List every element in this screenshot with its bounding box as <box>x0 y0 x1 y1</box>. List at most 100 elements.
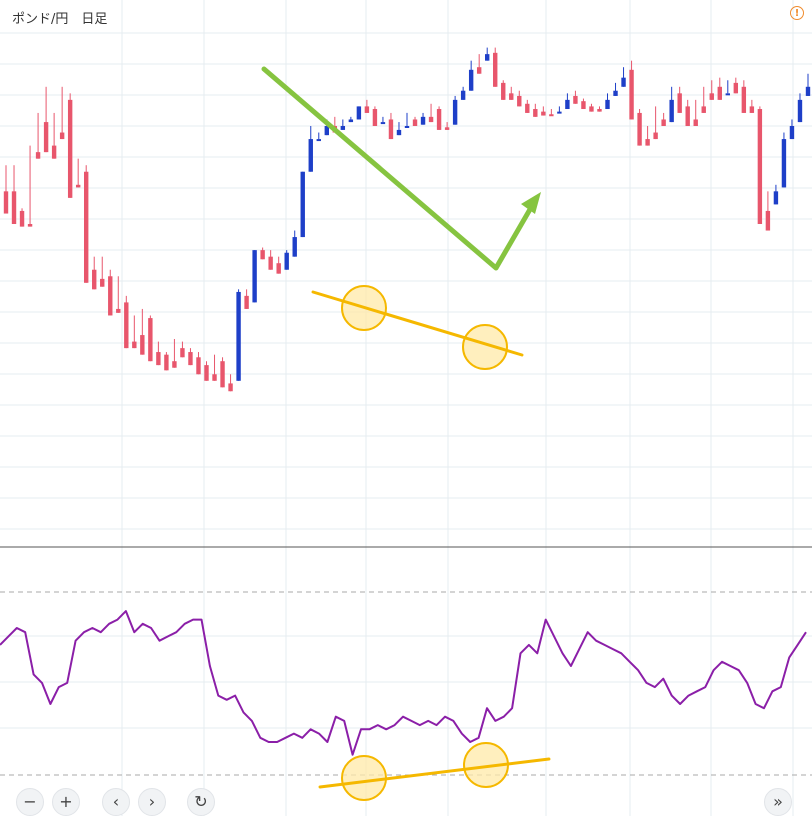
candle-body <box>236 291 241 381</box>
candle-body <box>781 139 787 188</box>
scroll-right-button[interactable]: › <box>138 788 166 816</box>
candle-body <box>268 256 273 270</box>
candle-body <box>685 106 690 126</box>
candle-body <box>460 90 466 100</box>
candle-body <box>116 308 121 313</box>
candle-body <box>372 109 378 126</box>
candle-body <box>284 252 289 270</box>
candle-body <box>308 139 313 172</box>
candle-body <box>597 109 602 112</box>
candle-body <box>693 119 698 126</box>
candle-body <box>501 82 506 100</box>
candle-body <box>557 111 562 114</box>
candle-body <box>140 335 145 355</box>
candle-body <box>428 116 434 123</box>
candle-body <box>629 69 634 120</box>
candle-body <box>621 77 626 87</box>
candle-body <box>725 93 730 96</box>
chart-title: ポンド/円 日足 <box>10 8 110 27</box>
candle-body <box>525 103 530 113</box>
candle-body <box>228 383 233 392</box>
candle-body <box>27 224 33 227</box>
candle-body <box>717 86 722 100</box>
candle-body <box>396 129 402 136</box>
support-trendline <box>311 290 524 357</box>
candle-body <box>733 82 739 94</box>
candle-body <box>244 295 249 309</box>
zoom-out-button[interactable]: − <box>16 788 44 816</box>
candle-body <box>549 114 554 117</box>
scroll-left-button[interactable]: ‹ <box>102 788 130 816</box>
warning-icon[interactable]: ! <box>790 6 804 20</box>
candle-body <box>364 106 370 113</box>
candle-body <box>701 106 706 113</box>
candle-body <box>148 318 153 362</box>
candle-body <box>749 106 755 113</box>
candle-body <box>380 122 386 125</box>
candle-body <box>212 374 217 381</box>
candle-body <box>252 250 257 303</box>
oscillator-trendline <box>318 757 551 789</box>
candle-body <box>324 126 329 136</box>
candle-body <box>605 99 610 110</box>
candle-body <box>765 210 771 231</box>
highlight-circle <box>341 755 387 801</box>
candle-body <box>348 119 354 123</box>
candle-body <box>51 145 57 159</box>
candle-body <box>164 354 169 371</box>
candle-body <box>476 67 482 74</box>
candle-body <box>180 348 185 358</box>
candle-body <box>573 95 578 104</box>
candle-body <box>92 269 97 290</box>
candle-body <box>59 132 65 140</box>
candle-body <box>661 119 666 126</box>
oscillator-line <box>0 610 807 756</box>
candle-body <box>3 191 9 214</box>
highlight-circle <box>462 324 508 370</box>
reset-icon[interactable]: ↻ <box>187 788 215 816</box>
candle-body <box>43 122 49 153</box>
candle-body <box>188 352 193 366</box>
fast-forward-button[interactable]: » <box>764 788 792 816</box>
candle-body <box>156 352 161 366</box>
candle-body <box>493 52 498 87</box>
candle-body <box>645 139 650 146</box>
candle-body <box>19 210 25 227</box>
candle-body <box>420 116 426 125</box>
candle-body <box>468 69 474 91</box>
candle-body <box>75 184 81 188</box>
candle-body <box>589 106 594 112</box>
candle-body <box>653 132 658 140</box>
candle-body <box>741 86 747 113</box>
candle-body <box>204 365 209 381</box>
candle-body <box>196 357 201 375</box>
candle-body <box>709 93 714 100</box>
candle-body <box>300 171 305 238</box>
candle-body <box>108 276 113 316</box>
annotation-layer <box>261 66 551 801</box>
candle-body <box>452 99 458 125</box>
candlestick-series <box>3 47 811 392</box>
candle-body <box>669 99 674 123</box>
candle-body <box>316 139 321 142</box>
candle-body <box>805 86 811 96</box>
candle-body <box>124 302 129 349</box>
candle-body <box>356 106 362 120</box>
zoom-in-button[interactable]: + <box>52 788 80 816</box>
trend-arrow <box>261 66 539 271</box>
candle-body <box>11 191 17 224</box>
candle-body <box>517 95 522 107</box>
candle-body <box>404 126 410 128</box>
candle-body <box>132 341 137 349</box>
candle-body <box>412 119 418 126</box>
candle-body <box>436 109 442 130</box>
candle-body <box>613 90 618 96</box>
candle-body <box>84 171 89 283</box>
candle-body <box>276 263 281 274</box>
candle-body <box>292 237 297 257</box>
candle-body <box>260 250 265 260</box>
candle-body <box>797 99 803 123</box>
